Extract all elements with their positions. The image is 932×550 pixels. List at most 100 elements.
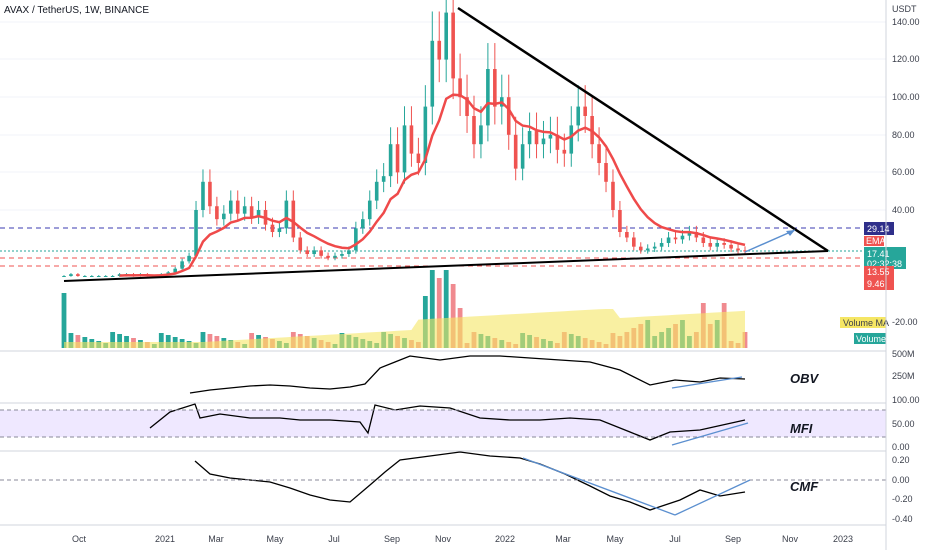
candle-body xyxy=(694,232,699,238)
candle-body xyxy=(708,243,713,247)
candle-body xyxy=(284,200,289,229)
candle-body xyxy=(548,134,553,139)
candle-body xyxy=(291,200,296,238)
price-tag-text: 17.41 xyxy=(867,249,890,259)
candle-body xyxy=(180,261,184,269)
candle-body xyxy=(569,125,574,154)
candle-body xyxy=(583,106,587,116)
ema-tag xyxy=(864,236,884,246)
candle-body xyxy=(173,268,177,273)
candle-body xyxy=(110,276,115,278)
candle-body xyxy=(736,248,740,251)
price-tick-label: 100.00 xyxy=(892,92,920,102)
candle-body xyxy=(402,125,407,173)
cmf-divergence-arrow-down xyxy=(522,457,676,516)
candle-body xyxy=(743,250,747,252)
volume-bar xyxy=(158,333,164,348)
volume-bar xyxy=(207,334,213,348)
candle-body xyxy=(242,206,247,214)
candle-body xyxy=(187,255,191,262)
price-tick-label: 80.00 xyxy=(892,130,915,140)
volume-axis: 500M 250M xyxy=(892,349,915,381)
month-label: 2022 xyxy=(495,534,515,544)
cmf-axis: 0.20 0.00 -0.20 -0.40 xyxy=(892,455,913,524)
cmf-tick-label: 0.00 xyxy=(892,475,910,485)
candle-body xyxy=(215,206,219,220)
volume-bar xyxy=(117,334,122,348)
volume-tag-text: Volume xyxy=(856,334,886,344)
month-label: Nov xyxy=(782,534,799,544)
month-label: Oct xyxy=(72,534,87,544)
candle-body xyxy=(194,210,198,256)
volume-bar xyxy=(429,270,435,348)
cmf-tick-label: -0.20 xyxy=(892,494,913,504)
month-label: 2023 xyxy=(833,534,853,544)
candle-body xyxy=(423,106,428,163)
time-axis: Oct 2021 Mar May Jul Sep Nov 2022 Mar May Jul Sep No… xyxy=(72,534,853,544)
candle-body xyxy=(493,69,497,107)
volume-bar xyxy=(75,335,81,348)
obv-line xyxy=(189,355,746,394)
candle-body xyxy=(367,200,372,220)
candle-body xyxy=(361,219,365,229)
candle-body xyxy=(562,149,567,154)
price-tick-label: 140.00 xyxy=(892,17,920,27)
cmf-tick-label: -0.40 xyxy=(892,514,913,524)
support1-tag-text: 13.55 xyxy=(867,267,890,277)
breakout-arrow xyxy=(744,229,796,253)
volume-bar xyxy=(200,332,206,348)
candle-body xyxy=(166,272,171,275)
candle-body xyxy=(604,163,608,182)
candle-body xyxy=(513,134,518,169)
month-label: Mar xyxy=(555,534,571,544)
candle-body xyxy=(652,246,657,249)
mfi-tick-label: 100.00 xyxy=(892,395,920,405)
candle-body xyxy=(597,144,601,163)
candle-body xyxy=(611,181,615,210)
ema-line xyxy=(119,93,746,277)
volume-bar xyxy=(450,284,456,348)
candle-body xyxy=(527,131,532,145)
candle-body xyxy=(305,250,310,255)
month-label: Nov xyxy=(435,534,452,544)
month-label: Sep xyxy=(725,534,741,544)
candle-body xyxy=(632,237,636,247)
breakout-arrow-head xyxy=(786,230,795,236)
price-tick-label: -20.00 xyxy=(892,317,918,327)
candle-body xyxy=(715,243,720,247)
candle-body xyxy=(659,243,664,247)
price-tick-label: 120.00 xyxy=(892,54,920,64)
candle-body xyxy=(645,248,650,251)
volume-bar xyxy=(436,278,442,348)
month-label: Jul xyxy=(328,534,340,544)
ema-tag-text: EMA xyxy=(866,236,886,246)
candle-body xyxy=(416,153,421,163)
volume-bar xyxy=(61,293,67,348)
upper-tag-text: 29.14 xyxy=(867,224,890,234)
support-trendline xyxy=(63,250,829,282)
candle-body xyxy=(479,125,483,145)
volume-bar xyxy=(165,335,171,348)
candle-body xyxy=(687,232,692,236)
cmf-label: CMF xyxy=(790,479,819,494)
candle-body xyxy=(333,255,337,258)
price-tag xyxy=(864,247,906,269)
candle-body xyxy=(340,254,344,256)
candle-body xyxy=(625,232,629,238)
candle-body xyxy=(249,206,254,218)
candle-body xyxy=(326,255,330,258)
candle-body xyxy=(388,144,393,177)
candle-body xyxy=(520,144,525,169)
month-label: Jul xyxy=(669,534,681,544)
candle-body xyxy=(270,224,275,233)
candle-body xyxy=(472,116,476,145)
candle-body xyxy=(89,276,94,278)
candle-body xyxy=(381,176,386,182)
candle-body xyxy=(374,181,379,201)
volume-bar xyxy=(68,333,74,348)
countdown-text: 02:32:38 xyxy=(867,259,902,269)
candle-body xyxy=(256,210,261,218)
candle-body xyxy=(701,237,706,244)
price-axis: 140.00 120.00 100.00 80.00 60.00 40.00 -20.00 xyxy=(892,17,920,327)
